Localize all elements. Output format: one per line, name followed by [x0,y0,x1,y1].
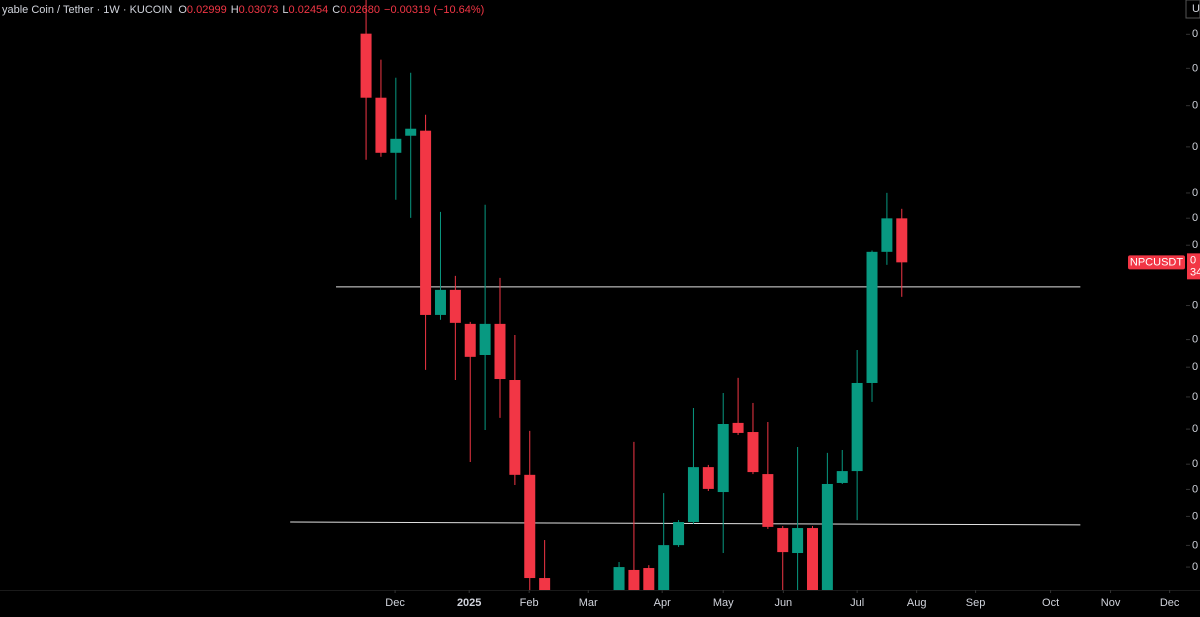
candle-body [896,218,908,263]
y-tick-label: 0 [1192,510,1198,522]
candle-body [792,528,804,554]
y-tick-label: 0 [1192,212,1198,224]
y-tick-label: 0 [1192,458,1198,470]
ohlc-value: 0.03073 [239,4,279,16]
y-tick-label: 0 [1192,141,1198,153]
candle-body [777,528,789,553]
ohlc-label: C [332,4,340,16]
price-tag-symbol: NPCUSDT [1130,256,1183,268]
axes: 0 0 0 0 0 0 0 0 0 0 0 0 0 0 0 0 0 Dec 2025 Feb Mar Apr May Jun J… [0,28,1200,609]
ohlc-label: L [282,4,288,16]
price-label: 0 [1190,254,1196,266]
y-tick-label: 0 [1192,483,1198,495]
candle-body [673,522,685,546]
corner-button[interactable] [1185,0,1200,19]
x-tick-label: Oct [1042,597,1059,609]
x-tick-label: Apr [654,597,671,609]
y-tick-label: 0 [1192,391,1198,403]
candle-body [702,467,714,489]
x-tick-label: Feb [520,597,539,609]
candle-body [434,289,446,315]
candle-body [717,424,729,493]
y-tick-label: 0 [1192,423,1198,435]
candle-body [851,382,863,472]
candle-body [405,128,417,136]
x-tick-label: Jun [774,597,792,609]
countdown: 34 [1190,266,1200,278]
x-tick-label: Mar [579,597,598,609]
candle-body [881,218,893,252]
y-tick-label: 0 [1192,539,1198,551]
ohlc-label: O [178,4,187,16]
candle-body [524,474,536,579]
candle-body [539,578,551,590]
candle-body [375,97,387,153]
y-tick-label: 0 [1192,100,1198,112]
plot-area [290,0,1081,590]
y-tick-label: 0 [1192,561,1198,573]
price-tag-box [1128,255,1185,270]
candle-body [479,323,491,355]
candle-body [494,323,506,380]
candle-body [509,380,521,475]
change: −0.00319 (−10.64%) [384,4,484,16]
candle-body [390,138,402,153]
y-tick-label: 0 [1192,361,1198,373]
x-tick-label: Sep [966,597,986,609]
candle-body [806,528,818,590]
x-tick-label: 2025 [457,597,481,609]
y-tick-label: 0 [1192,333,1198,345]
candle-body [360,33,372,98]
y-tick-label: 0 [1192,299,1198,311]
x-tick-label: Dec [385,597,405,609]
candle-body [658,545,670,590]
candle-body [628,569,640,590]
candle-body [449,289,461,323]
candle-body [613,567,625,590]
x-tick-label: Jul [850,597,864,609]
legend-header: yable Coin / Tether · 1W · KUCOIN O0.0299… [2,4,484,16]
symbol: yable Coin / Tether · 1W · KUCOIN [2,4,172,16]
ohlc-value: 0.02454 [289,4,329,16]
x-tick-label: May [713,597,734,609]
candle-body [464,323,476,357]
candle-body [821,483,833,590]
price-label-box [1187,253,1200,280]
y-tick-label: 0 [1192,239,1198,251]
ohlc-value: 0.02680 [340,4,380,16]
x-tick-label: Aug [907,597,927,609]
candle-body [866,251,878,383]
x-tick-label: Nov [1101,597,1121,609]
candle-body [762,474,774,527]
ohlc-label: H [231,4,239,16]
candle-body [643,568,655,590]
candle-body [836,471,848,483]
trend-line [290,521,1081,526]
candle-body [687,467,699,523]
corner-text[interactable]: U [1192,3,1200,15]
y-tick-label: 0 [1192,28,1198,40]
y-tick-label: 0 [1192,187,1198,199]
x-tick-label: Dec [1160,597,1180,609]
candle-body [420,130,432,315]
ohlc-value: 0.02999 [187,4,227,16]
y-tick-label: 0 [1192,62,1198,74]
candle-body [747,432,759,473]
candle-body [732,422,744,433]
